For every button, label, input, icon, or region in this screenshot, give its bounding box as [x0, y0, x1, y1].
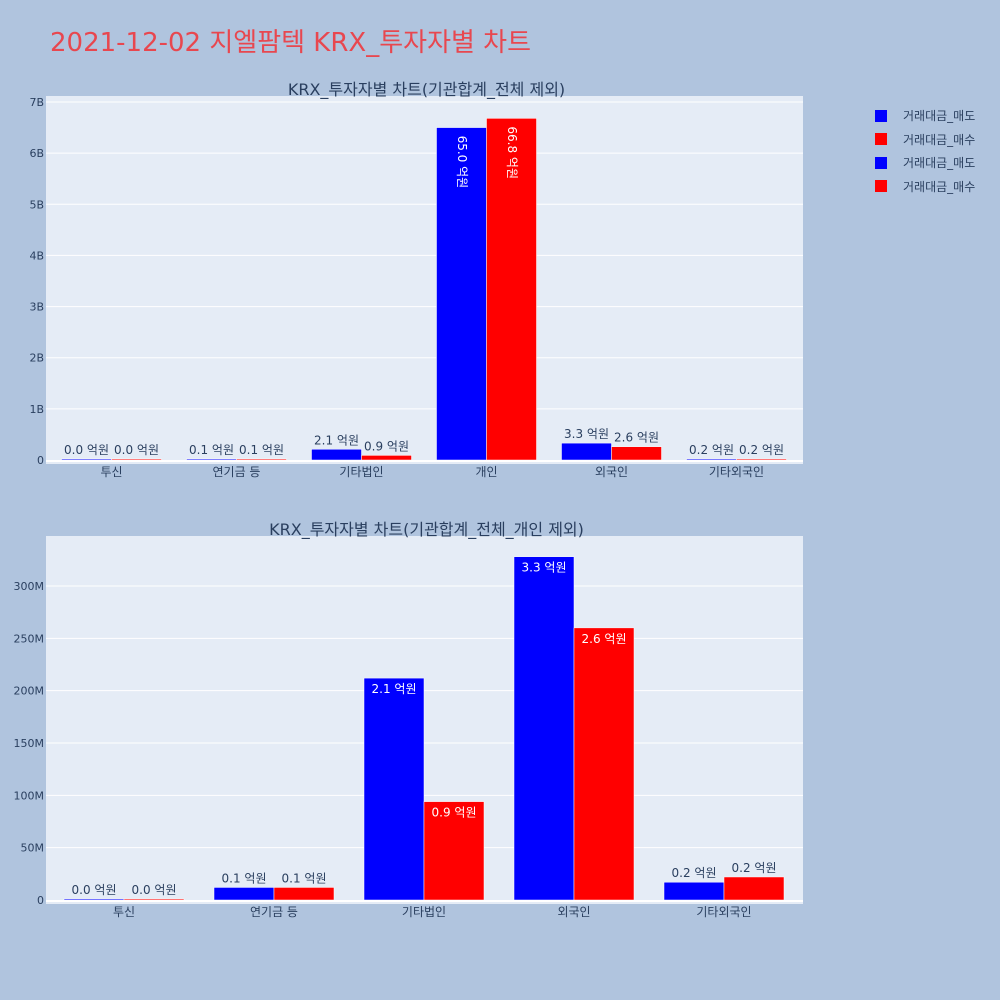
bar: [63, 898, 125, 901]
data-label: 0.1 억원: [189, 443, 234, 457]
y-tick-label: 0: [37, 894, 44, 907]
data-label: 0.0 억원: [64, 443, 109, 457]
chart-title: KRX_투자자별 차트(기관합계_전체 제외): [288, 80, 565, 100]
data-label: 0.9 억원: [364, 439, 409, 453]
plot-area: [46, 96, 803, 464]
data-label: 0.2 억원: [689, 443, 734, 457]
data-label: 0.2 억원: [672, 866, 717, 880]
data-label: 3.3 억원: [522, 561, 567, 575]
page-title: 2021-12-02 지엘팜텍 KRX_투자자별 차트: [50, 28, 532, 58]
bar: [311, 449, 362, 461]
legend-swatch: [875, 109, 887, 122]
data-label: 65.0 억원: [455, 136, 469, 189]
bar: [236, 458, 287, 461]
legend-swatch: [875, 156, 887, 169]
bar: [111, 458, 162, 461]
bar: [486, 118, 537, 461]
legend-item[interactable]: 거래대금_매수: [875, 175, 975, 199]
x-tick-label: 투신: [113, 905, 135, 919]
bar: [513, 556, 575, 901]
y-tick-label: 4B: [29, 249, 44, 262]
x-tick-label: 투신: [100, 465, 122, 479]
y-tick-label: 5B: [29, 198, 44, 211]
legend-label: 거래대금_매도: [903, 109, 976, 124]
bar: [573, 627, 635, 901]
bar: [736, 458, 787, 461]
legend-item[interactable]: 거래대금_매수: [875, 128, 975, 152]
y-tick-label: 150M: [14, 737, 45, 750]
y-tick-label: 6B: [29, 147, 44, 160]
legend-swatch: [875, 133, 887, 146]
data-label: 0.9 억원: [432, 806, 477, 820]
x-tick-label: 연기금 등: [213, 465, 261, 479]
x-tick-label: 기타법인: [402, 905, 446, 919]
y-tick-label: 2B: [29, 352, 44, 365]
y-tick-label: 0: [37, 454, 44, 467]
data-label: 2.1 억원: [314, 433, 359, 447]
legend-label: 거래대금_매수: [903, 179, 976, 194]
x-tick-label: 기타법인: [339, 465, 383, 479]
data-label: 0.0 억원: [114, 443, 159, 457]
legend-label: 거래대금_매도: [903, 156, 976, 171]
data-label: 2.6 억원: [614, 431, 659, 445]
bar: [186, 458, 237, 461]
data-label: 0.2 억원: [739, 443, 784, 457]
bar: [686, 458, 737, 461]
data-label: 0.1 억원: [282, 871, 327, 885]
y-tick-label: 100M: [14, 789, 45, 802]
y-tick-label: 300M: [14, 580, 45, 593]
y-tick-label: 7B: [29, 96, 44, 109]
bar: [273, 887, 335, 901]
y-tick-label: 50M: [21, 842, 45, 855]
data-label: 0.1 억원: [222, 871, 267, 885]
data-label: 0.0 억원: [132, 883, 177, 897]
bar: [361, 455, 412, 461]
data-label: 66.8 억원: [505, 126, 519, 179]
x-tick-label: 연기금 등: [250, 905, 298, 919]
bar: [723, 876, 785, 901]
chart-title: KRX_투자자별 차트(기관합계_전체_개인 제외): [269, 520, 584, 540]
y-tick-label: 3B: [29, 301, 44, 314]
data-label: 3.3 억원: [564, 427, 609, 441]
data-label: 2.1 억원: [372, 682, 417, 696]
bar: [61, 458, 112, 461]
x-tick-label: 기타외국인: [696, 905, 751, 919]
data-label: 2.6 억원: [582, 632, 627, 646]
x-tick-label: 외국인: [557, 905, 590, 919]
bar: [423, 801, 485, 901]
legend: 거래대금_매도 거래대금_매수 거래대금_매도 거래대금_매수: [875, 104, 975, 198]
x-tick-label: 기타외국인: [709, 465, 764, 479]
legend-item[interactable]: 거래대금_매도: [875, 151, 975, 175]
bar: [663, 881, 725, 901]
legend-label: 거래대금_매수: [903, 132, 976, 147]
y-tick-label: 200M: [14, 685, 45, 698]
data-label: 0.1 억원: [239, 443, 284, 457]
y-tick-label: 1B: [29, 403, 44, 416]
bar: [363, 677, 425, 901]
data-label: 0.2 억원: [732, 861, 777, 875]
bar: [213, 887, 275, 901]
legend-swatch: [875, 180, 887, 193]
bar: [123, 898, 185, 901]
y-tick-label: 250M: [14, 632, 45, 645]
x-tick-label: 개인: [475, 465, 497, 479]
bar: [611, 446, 662, 461]
data-label: 0.0 억원: [72, 883, 117, 897]
bar: [436, 127, 487, 461]
chart-2: 0 50M 100M 150M 200M 250M 300M KRX_투자자별 차트(기관합계…: [14, 520, 803, 919]
chart-1: 0 1B 2B 3B 4B 5B 6B 7B KRX_투자자별 차트(기관합계_전체 제외) 투신…: [29, 80, 803, 479]
bar: [561, 442, 612, 461]
x-tick-label: 외국인: [595, 465, 628, 479]
legend-item[interactable]: 거래대금_매도: [875, 104, 975, 128]
